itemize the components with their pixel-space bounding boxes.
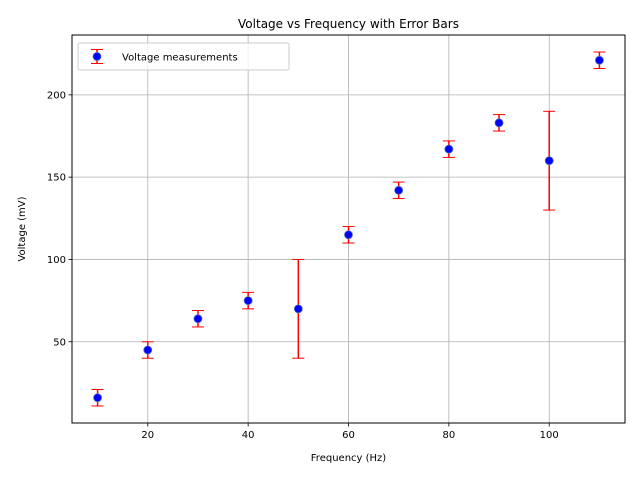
data-point [243,296,253,306]
data-point [143,345,153,355]
x-tick-label: 80 [442,430,455,441]
data-points [93,55,604,403]
x-tick-label: 20 [141,430,154,441]
data-point [444,144,454,154]
data-point [394,185,404,195]
data-point [494,118,504,128]
data-point [595,55,604,65]
data-point [93,393,102,403]
legend-box [77,42,290,71]
legend-marker [91,49,103,64]
legend-label: Voltage measurements [122,53,238,64]
legend-point [92,52,102,61]
y-tick-label: 200 [47,90,66,101]
y-tick-label: 150 [47,173,66,184]
data-point [193,314,203,324]
grid [72,35,625,423]
x-tick-label: 100 [540,430,559,441]
x-tick-label: 60 [342,430,355,441]
axis-ticks: 20 40 60 80 100 50 100 150 200 [47,90,559,441]
y-tick-label: 100 [47,255,66,266]
data-point [344,230,353,240]
x-axis-label: Frequency (Hz) [311,453,387,464]
y-tick-label: 50 [53,337,66,348]
y-axis-label: Voltage (mV) [17,196,28,261]
data-point [544,156,554,166]
x-tick-label: 40 [242,430,255,441]
chart-title: Voltage vs Frequency with Error Bars [238,17,459,31]
legend: Voltage measurements [77,42,290,71]
data-point [293,304,303,314]
